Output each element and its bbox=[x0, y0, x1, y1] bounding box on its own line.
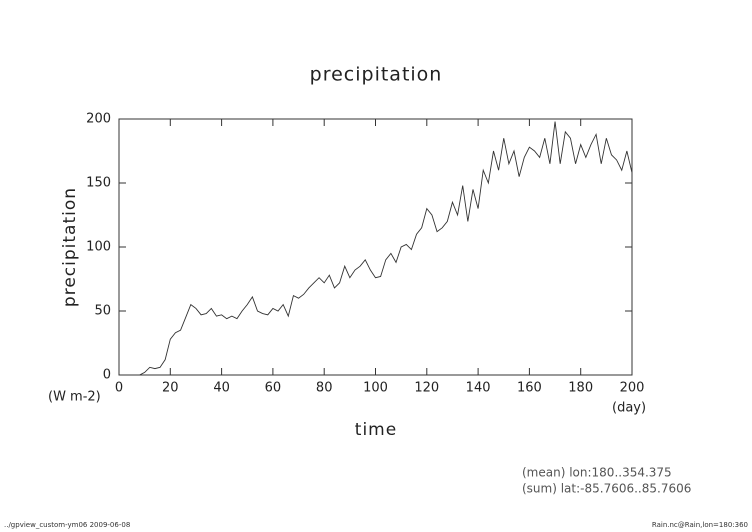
x-tick-label: 180 bbox=[568, 381, 593, 396]
y-unit: (W m-2) bbox=[48, 390, 101, 405]
annotation: (sum) lat:-85.7606..85.7606 bbox=[522, 482, 691, 496]
x-tick-label: 60 bbox=[265, 381, 282, 396]
x-axis-label: time bbox=[355, 420, 397, 440]
x-tick-label: 120 bbox=[414, 381, 439, 396]
plot-frame bbox=[118, 118, 633, 376]
x-tick-label: 200 bbox=[620, 381, 645, 396]
y-tick-label: 150 bbox=[86, 176, 111, 191]
footer: Rain.nc@Rain,lon=180:360 bbox=[652, 521, 748, 529]
y-tick-label: 100 bbox=[86, 240, 111, 255]
annotation: (mean) lon:180..354.375 bbox=[522, 466, 672, 480]
x-tick-label: 80 bbox=[316, 381, 333, 396]
footer: ../gpview_custom-ym06 2009-06-08 bbox=[4, 521, 130, 529]
chart-title: precipitation bbox=[310, 64, 443, 86]
y-axis-label: precipitation bbox=[60, 187, 80, 307]
x-tick-label: 140 bbox=[466, 381, 491, 396]
x-tick-label: 40 bbox=[213, 381, 230, 396]
x-tick-label: 0 bbox=[115, 381, 123, 396]
y-tick-label: 50 bbox=[94, 304, 111, 319]
x-tick-label: 20 bbox=[162, 381, 179, 396]
y-tick-label: 200 bbox=[86, 112, 111, 127]
data-line bbox=[119, 121, 633, 376]
x-tick-label: 160 bbox=[517, 381, 542, 396]
x-unit: (day) bbox=[612, 401, 646, 416]
y-tick-label: 0 bbox=[103, 368, 111, 383]
x-tick-label: 100 bbox=[363, 381, 388, 396]
